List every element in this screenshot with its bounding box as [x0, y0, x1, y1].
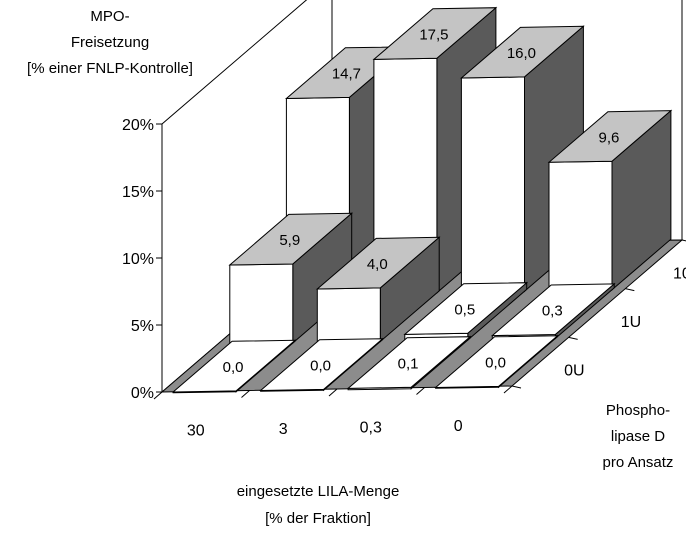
x-tick-label: 0: [454, 418, 463, 435]
data-label: 4,0: [367, 256, 388, 273]
bar-top-face: [259, 338, 384, 392]
bar: 0,3: [490, 282, 616, 341]
bar: 9,6: [547, 109, 673, 292]
data-label: 9,6: [598, 129, 619, 146]
bar-top-face: [315, 236, 441, 290]
data-label: 0,3: [542, 303, 563, 320]
z-tick-label: 15%: [122, 184, 154, 201]
bar-front-face: [316, 287, 381, 344]
y-tick-mark: [625, 288, 635, 292]
data-label: 0,1: [398, 356, 419, 373]
bar-top-face: [490, 283, 616, 337]
chart-bars: 14,7 17,5 16,0 9,6 5,9 4,0 0,5 0,3 0,0 0,0 0,1 0,0: [171, 6, 673, 394]
bar-top-face: [228, 212, 354, 266]
bar: 0,5: [403, 281, 529, 342]
y-tick-label: 10U: [673, 265, 686, 282]
x-tick-mark: [153, 391, 163, 400]
y-tick-label: 0U: [564, 363, 584, 380]
x-tick-mark: [503, 385, 513, 394]
chart-text: MPO-Freisetzung [% einer FNLP-Kontrolle] …: [27, 8, 673, 527]
bar-front-face: [548, 160, 613, 292]
x-axis-title: eingesetzte LILA-Menge [% der Fraktion]: [237, 483, 400, 527]
z-tick-label: 5%: [131, 318, 154, 335]
data-label: 0,0: [310, 358, 331, 375]
data-label: 0,5: [454, 302, 475, 319]
x-tick-label: 0,3: [360, 419, 382, 436]
z-tick-label: 20%: [122, 117, 154, 134]
x-tick-mark: [416, 387, 425, 395]
bar-top-face: [171, 339, 297, 393]
bar: 5,9: [228, 212, 354, 345]
y-tick-label: 1U: [621, 314, 641, 331]
data-label: 16,0: [507, 45, 536, 62]
bar-front-face: [460, 76, 525, 293]
y-tick-mark: [511, 385, 522, 389]
z-axis-title: MPO-Freisetzung [% einer FNLP-Kontrolle]: [27, 8, 193, 77]
bar: 0,1: [346, 335, 472, 391]
bar-top-face: [346, 336, 472, 389]
x-tick-label: 30: [187, 422, 205, 439]
chart-axes: 0% 5% 10% 15% 20% 30 3 0,3 0 0U 1U 10U: [122, 117, 686, 439]
x-tick-label: 3: [279, 421, 288, 438]
bar: 0,0: [171, 339, 297, 394]
bar: 0,0: [259, 337, 384, 392]
bar-top-face: [547, 110, 673, 163]
data-label: 0,0: [223, 359, 244, 376]
data-label: 14,7: [332, 66, 361, 83]
y-tick-mark: [681, 239, 686, 242]
bar-front-face: [229, 263, 294, 345]
data-label: 0,0: [485, 355, 506, 372]
x-tick-mark: [328, 388, 338, 397]
bar-top-face: [403, 282, 529, 335]
data-label: 17,5: [419, 27, 448, 44]
z-tick-label: 0%: [131, 385, 154, 402]
bar-top-face: [434, 335, 559, 389]
bar-top-face: [460, 25, 585, 79]
bar: 0,0: [434, 334, 559, 389]
bar: 4,0: [315, 236, 441, 344]
y-tick-mark: [568, 336, 578, 340]
x-tick-mark: [241, 390, 250, 398]
bar-top-face: [372, 7, 498, 60]
z-tick-label: 10%: [122, 251, 154, 268]
data-label: 5,9: [279, 232, 300, 249]
